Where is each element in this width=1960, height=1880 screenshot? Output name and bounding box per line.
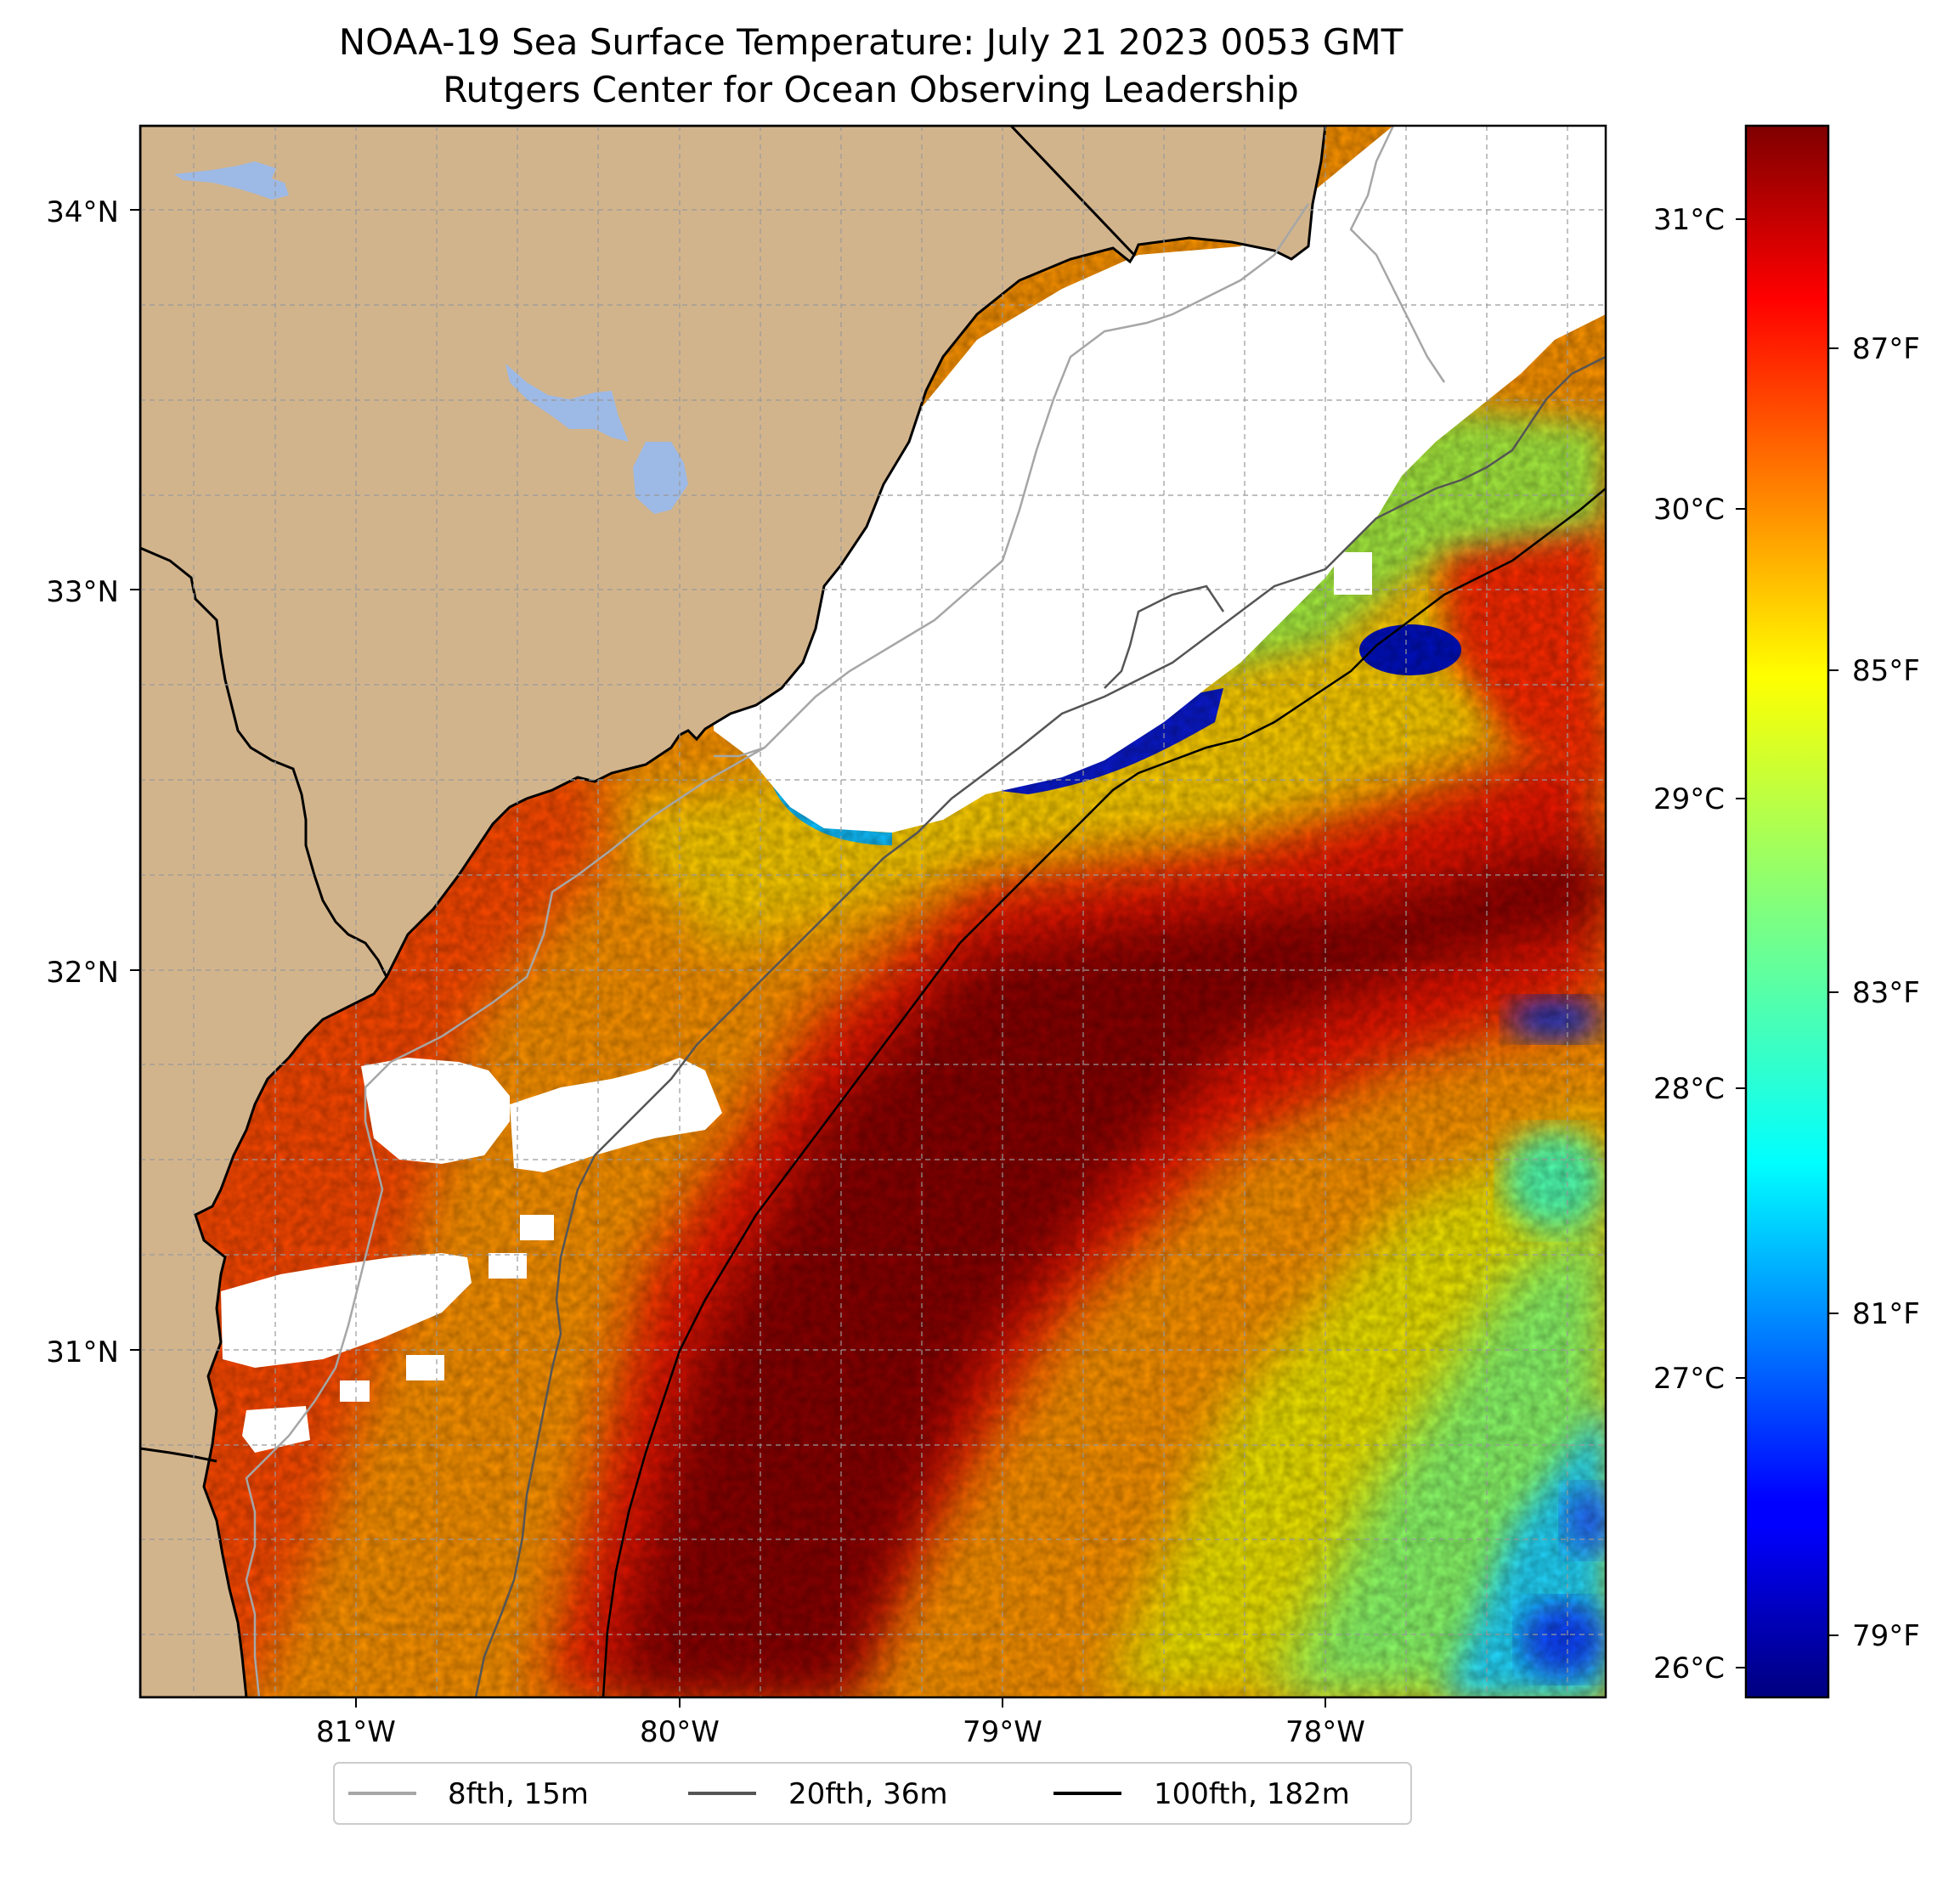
lon-axis xyxy=(355,1697,1326,1708)
map-title-line2: Rutgers Center for Ocean Observing Leade… xyxy=(443,69,1299,110)
map-title-line1: NOAA-19 Sea Surface Temperature: July 21… xyxy=(339,21,1404,63)
colorbar: 31°C 30°C 29°C 28°C 27°C 26°C 87°F 85°F … xyxy=(1653,124,1920,1699)
cloud-block-6 xyxy=(1334,552,1372,595)
isobath-20fth xyxy=(474,355,1606,1697)
isobath-100fth xyxy=(602,488,1606,1697)
cloud-block-3 xyxy=(406,1355,444,1380)
lat-label-34n: 34°N xyxy=(46,195,119,229)
celsius-label: 28°C xyxy=(1653,1072,1725,1106)
legend-label-100fth: 100fth, 182m xyxy=(1154,1777,1350,1811)
celsius-label: 27°C xyxy=(1653,1362,1725,1396)
lon-label-78w: 78°W xyxy=(1285,1715,1365,1749)
fahrenheit-label: 81°F xyxy=(1852,1297,1920,1331)
cloud-block-2 xyxy=(520,1215,554,1240)
legend: 8fth, 15m 20fth, 36m 100fth, 182m xyxy=(333,1762,1412,1825)
celsius-label: 30°C xyxy=(1653,493,1725,527)
fahrenheit-label: 87°F xyxy=(1852,332,1920,366)
colorbar-gradient xyxy=(1744,124,1830,1699)
border-nc-sc xyxy=(1009,126,1136,257)
legend-box xyxy=(333,1762,1412,1825)
lake-marion xyxy=(506,364,629,442)
cloud-shelf-north xyxy=(714,126,1606,833)
celsius-label: 26°C xyxy=(1653,1651,1725,1685)
map-frame xyxy=(138,124,1607,1699)
cloud-block-5 xyxy=(242,1406,310,1453)
cloud-block-1 xyxy=(489,1253,527,1279)
lat-axis xyxy=(130,209,140,1351)
fahrenheit-label: 83°F xyxy=(1852,976,1920,1010)
cloud-band-mid xyxy=(510,1058,722,1172)
cloud-mask xyxy=(221,126,1606,1453)
lake-north xyxy=(174,161,289,200)
lat-label-32n: 32°N xyxy=(46,956,119,990)
lat-label-31n: 31°N xyxy=(46,1335,119,1369)
celsius-label: 31°C xyxy=(1653,203,1725,237)
state-borders xyxy=(140,126,1136,1463)
cloud-band-south xyxy=(221,1253,472,1368)
gridlines xyxy=(140,126,1606,1697)
lon-label-80w: 80°W xyxy=(640,1715,720,1749)
isobath-8fth xyxy=(245,126,1446,1697)
cloud-block-4 xyxy=(340,1380,370,1402)
border-ga-fl xyxy=(140,1447,217,1463)
lat-label-33n: 33°N xyxy=(46,575,119,609)
celsius-label: 29°C xyxy=(1653,782,1725,816)
lon-label-81w: 81°W xyxy=(316,1715,396,1749)
lake-moultrie xyxy=(633,442,688,514)
lon-label-79w: 79°W xyxy=(963,1715,1042,1749)
border-sc-ga xyxy=(140,546,388,978)
legend-label-20fth: 20fth, 36m xyxy=(788,1777,948,1811)
colorbar-ticks xyxy=(1736,218,1839,1668)
cloud-band-north xyxy=(361,1058,510,1164)
fahrenheit-label: 85°F xyxy=(1852,654,1920,688)
fahrenheit-label: 79°F xyxy=(1852,1619,1920,1653)
cloud-block-7 xyxy=(1249,476,1300,518)
legend-label-8fth: 8fth, 15m xyxy=(448,1777,589,1811)
map-panel xyxy=(140,126,1606,1697)
